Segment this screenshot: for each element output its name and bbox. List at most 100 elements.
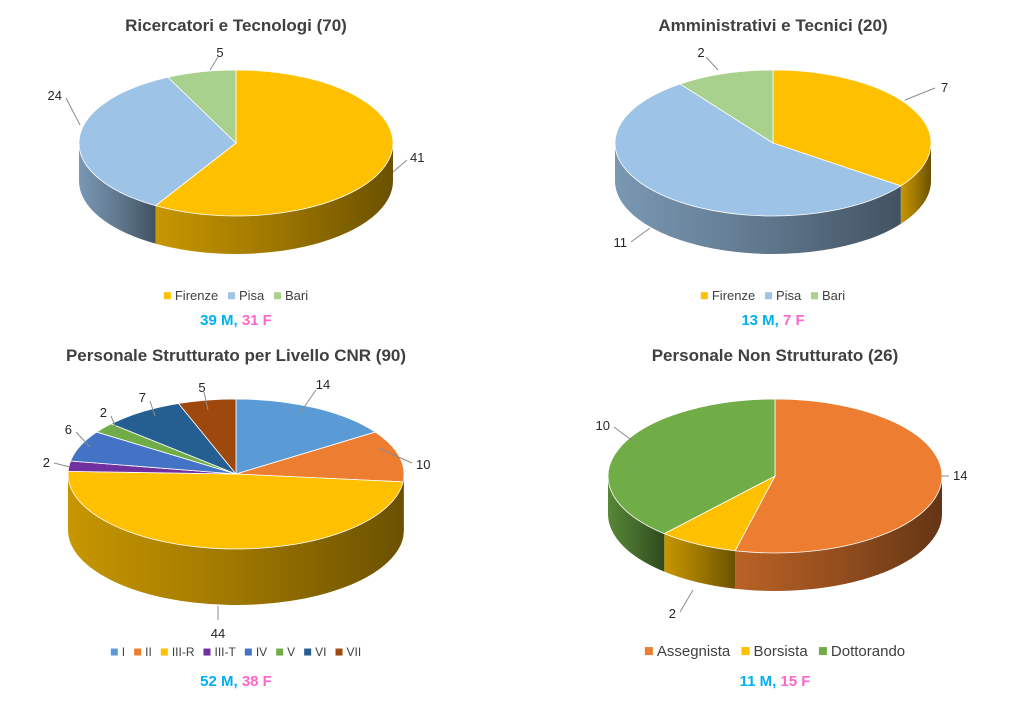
- data-label-iii-r: 44: [211, 626, 225, 641]
- pie-chart-4: Personale Non Strutturato (26) 14 2 10 Asseg…: [596, 346, 968, 690]
- leader-line: [392, 159, 408, 173]
- legend-swatch: [818, 647, 827, 656]
- legend-item-iii-r[interactable]: III-R: [160, 645, 195, 659]
- data-label-i: 14: [316, 377, 330, 392]
- legend-item-pisa[interactable]: Pisa: [227, 288, 265, 303]
- legend-item-iv[interactable]: IV: [244, 645, 267, 659]
- chart-title: Amministrativi e Tecnici (20): [658, 16, 887, 35]
- slice-side-pisa: [79, 143, 156, 244]
- legend-swatch: [741, 647, 750, 656]
- leader-line: [299, 389, 317, 414]
- gender-breakdown: 13 M, 7 F: [741, 312, 804, 329]
- legend-item-vii[interactable]: VII: [335, 645, 362, 659]
- legend-label: VI: [315, 645, 326, 659]
- slice-side-firenze: [155, 143, 393, 255]
- legend-item-vi[interactable]: VI: [304, 645, 327, 659]
- legend: Assegnista Borsista Dottorando: [644, 643, 905, 660]
- legend-label: Borsista: [753, 643, 808, 660]
- leader-line: [110, 415, 119, 434]
- chart-title: Personale Non Strutturato (26): [652, 346, 899, 365]
- slice-bari[interactable]: [167, 69, 237, 144]
- data-label-vi: 7: [139, 390, 146, 405]
- data-label-bari: 5: [216, 45, 223, 60]
- legend-label: Assegnista: [657, 643, 731, 660]
- legend-swatch: [134, 648, 142, 656]
- slice-dottorando[interactable]: [607, 398, 776, 535]
- data-label-ii: 10: [416, 457, 430, 472]
- slice-i[interactable]: [235, 398, 377, 475]
- legend-label: Firenze: [712, 288, 755, 303]
- legend: I II III-R III-T IV V VI VII: [110, 645, 362, 659]
- slice-pisa[interactable]: [78, 76, 237, 207]
- leader-line: [149, 400, 156, 417]
- legend-item-bari[interactable]: Bari: [274, 288, 308, 303]
- legend: Firenze Pisa Bari: [163, 288, 308, 303]
- female-count: 31 F: [242, 312, 272, 329]
- gender-breakdown: 11 M, 15 F: [740, 673, 811, 690]
- legend-swatch: [764, 292, 772, 300]
- legend-item-assegnista[interactable]: Assegnista: [644, 643, 731, 660]
- slice-side-iii-r: [68, 474, 404, 606]
- legend-item-v[interactable]: V: [276, 645, 295, 659]
- legend-swatch: [274, 292, 282, 300]
- legend-label: Firenze: [175, 288, 218, 303]
- leader-line: [75, 431, 91, 448]
- legend-label: Pisa: [776, 288, 802, 303]
- legend-item-dottorando[interactable]: Dottorando: [818, 643, 905, 660]
- legend-label: VII: [347, 645, 362, 659]
- leader-line: [904, 87, 936, 101]
- legend-swatch: [335, 648, 343, 656]
- legend-item-iii-t[interactable]: III-T: [203, 645, 236, 659]
- gender-breakdown: 52 M, 38 F: [200, 673, 272, 690]
- legend-item-ii[interactable]: II: [134, 645, 152, 659]
- pie-chart-1: Ricercatori e Tecnologi (70) 41 24 5 Firenze…: [48, 16, 425, 329]
- gender-breakdown: 39 M, 31 F: [200, 312, 272, 329]
- legend-swatch: [110, 648, 118, 656]
- legend-item-i[interactable]: I: [110, 645, 125, 659]
- male-count: 13 M,: [741, 312, 779, 329]
- legend-swatch: [163, 292, 171, 300]
- chart-title: Ricercatori e Tecnologi (70): [125, 16, 347, 35]
- legend-item-pisa[interactable]: Pisa: [764, 288, 802, 303]
- slice-firenze[interactable]: [772, 69, 932, 187]
- slice-side-borsista: [664, 533, 736, 589]
- slice-iii-r[interactable]: [67, 470, 404, 550]
- data-label-firenze: 41: [410, 150, 424, 165]
- slice-bari[interactable]: [679, 69, 774, 144]
- legend-item-bari[interactable]: Bari: [811, 288, 845, 303]
- male-count: 52 M,: [200, 673, 238, 690]
- legend-swatch: [304, 648, 312, 656]
- leader-line: [679, 589, 694, 613]
- legend-item-firenze[interactable]: Firenze: [163, 288, 218, 303]
- legend-label: Pisa: [239, 288, 265, 303]
- legend-swatch: [276, 648, 284, 656]
- data-label-iv: 6: [65, 422, 72, 437]
- chart-title: Personale Strutturato per Livello CNR (9…: [66, 346, 406, 365]
- data-label-borsista: 2: [669, 606, 676, 621]
- slice-assegnista[interactable]: [734, 398, 943, 554]
- legend-swatch: [644, 647, 653, 656]
- data-label-vii: 5: [198, 380, 205, 395]
- legend-item-firenze[interactable]: Firenze: [700, 288, 755, 303]
- legend-label: Bari: [822, 288, 845, 303]
- data-label-bari: 2: [697, 45, 704, 60]
- data-label-pisa: 11: [614, 235, 628, 250]
- slice-firenze[interactable]: [154, 69, 394, 217]
- legend-swatch: [227, 292, 235, 300]
- legend-item-borsista[interactable]: Borsista: [741, 643, 808, 660]
- slice-vii[interactable]: [177, 398, 237, 476]
- legend-label: III-T: [214, 645, 236, 659]
- legend-label: IV: [256, 645, 267, 659]
- legend-swatch: [700, 292, 708, 300]
- slice-side-ii: [403, 474, 405, 538]
- slice-pisa[interactable]: [614, 83, 902, 217]
- slice-ii[interactable]: [235, 431, 405, 483]
- pie-sides: [79, 143, 393, 255]
- legend-label: II: [145, 645, 152, 659]
- data-label-iii-t: 2: [43, 455, 50, 470]
- leader-line: [203, 391, 209, 411]
- legend-swatch: [811, 292, 819, 300]
- leader-line: [377, 447, 413, 464]
- slice-side-dottorando: [608, 476, 665, 572]
